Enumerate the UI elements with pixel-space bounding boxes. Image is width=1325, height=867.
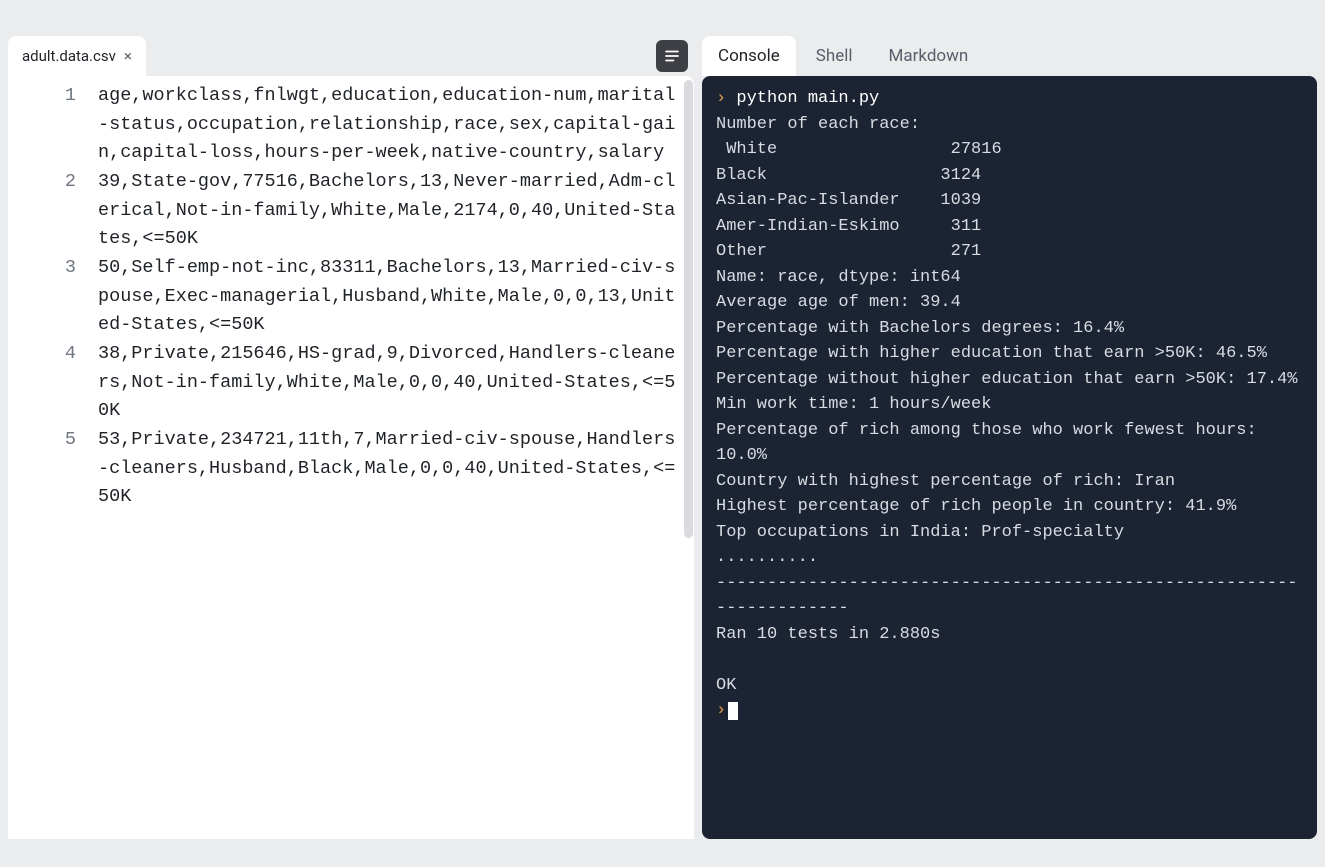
console-line: Top occupations in India: Prof-specialty (716, 520, 1303, 546)
scrollbar-thumb[interactable] (684, 80, 693, 538)
code-line[interactable]: 553,Private,234721,11th,7,Married-civ-sp… (8, 426, 694, 512)
line-number: 5 (8, 426, 98, 512)
console-line: White 27816 (716, 137, 1303, 163)
prompt-icon: › (716, 701, 726, 720)
console-line: .......... (716, 545, 1303, 571)
line-number: 4 (8, 340, 98, 426)
console-line: Average age of men: 39.4 (716, 290, 1303, 316)
console-line: Asian-Pac-Islander 1039 (716, 188, 1303, 214)
console-line (716, 647, 1303, 673)
console-line: Black 3124 (716, 163, 1303, 189)
line-text: 39,State-gov,77516,Bachelors,13,Never-ma… (98, 168, 694, 254)
code-line[interactable]: 1age,workclass,fnlwgt,education,educatio… (8, 82, 694, 168)
console-line: › python main.py (716, 86, 1303, 112)
editor-pane: adult.data.csv × 1age,workclass,fnlwgt,e… (8, 36, 694, 839)
wrap-toggle-button[interactable] (656, 40, 688, 72)
console-line: Percentage with higher education that ea… (716, 341, 1303, 367)
line-text: 50,Self-emp-not-inc,83311,Bachelors,13,M… (98, 254, 694, 340)
wrap-icon (663, 47, 681, 65)
line-number: 1 (8, 82, 98, 168)
console-tab-bar: ConsoleShellMarkdown (702, 36, 1317, 76)
line-number: 2 (8, 168, 98, 254)
editor-body[interactable]: 1age,workclass,fnlwgt,education,educatio… (8, 76, 694, 839)
editor-tab-bar: adult.data.csv × (8, 36, 694, 76)
line-text: age,workclass,fnlwgt,education,education… (98, 82, 694, 168)
console-line: ----------------------------------------… (716, 571, 1303, 622)
line-number: 3 (8, 254, 98, 340)
close-icon[interactable]: × (124, 49, 132, 64)
tab-console[interactable]: Console (702, 36, 796, 76)
console-line: › (716, 698, 1303, 724)
line-text: 53,Private,234721,11th,7,Married-civ-spo… (98, 426, 694, 512)
file-tab-label: adult.data.csv (22, 47, 116, 65)
console-line: Other 271 (716, 239, 1303, 265)
console-line: Name: race, dtype: int64 (716, 265, 1303, 291)
code-line[interactable]: 438,Private,215646,HS-grad,9,Divorced,Ha… (8, 340, 694, 426)
console-line: Amer-Indian-Eskimo 311 (716, 214, 1303, 240)
console-line: Highest percentage of rich people in cou… (716, 494, 1303, 520)
console-line: Percentage of rich among those who work … (716, 418, 1303, 469)
code-line[interactable]: 239,State-gov,77516,Bachelors,13,Never-m… (8, 168, 694, 254)
line-text: 38,Private,215646,HS-grad,9,Divorced,Han… (98, 340, 694, 426)
tab-markdown[interactable]: Markdown (873, 36, 985, 76)
console-output[interactable]: › python main.pyNumber of each race: Whi… (702, 76, 1317, 839)
console-line: Number of each race: (716, 112, 1303, 138)
file-tab[interactable]: adult.data.csv × (8, 36, 146, 76)
cursor (728, 702, 738, 720)
console-line: Ran 10 tests in 2.880s (716, 622, 1303, 648)
prompt-icon: › (716, 89, 726, 108)
code-line[interactable]: 350,Self-emp-not-inc,83311,Bachelors,13,… (8, 254, 694, 340)
console-line: OK (716, 673, 1303, 699)
tab-shell[interactable]: Shell (800, 36, 869, 76)
code-area[interactable]: 1age,workclass,fnlwgt,education,educatio… (8, 76, 694, 839)
console-line: Percentage without higher education that… (716, 367, 1303, 393)
console-command: python main.py (736, 89, 879, 108)
ide-root: adult.data.csv × 1age,workclass,fnlwgt,e… (0, 28, 1325, 839)
console-line: Country with highest percentage of rich:… (716, 469, 1303, 495)
console-line: Min work time: 1 hours/week (716, 392, 1303, 418)
console-pane: ConsoleShellMarkdown › python main.pyNum… (702, 36, 1317, 839)
console-line: Percentage with Bachelors degrees: 16.4% (716, 316, 1303, 342)
